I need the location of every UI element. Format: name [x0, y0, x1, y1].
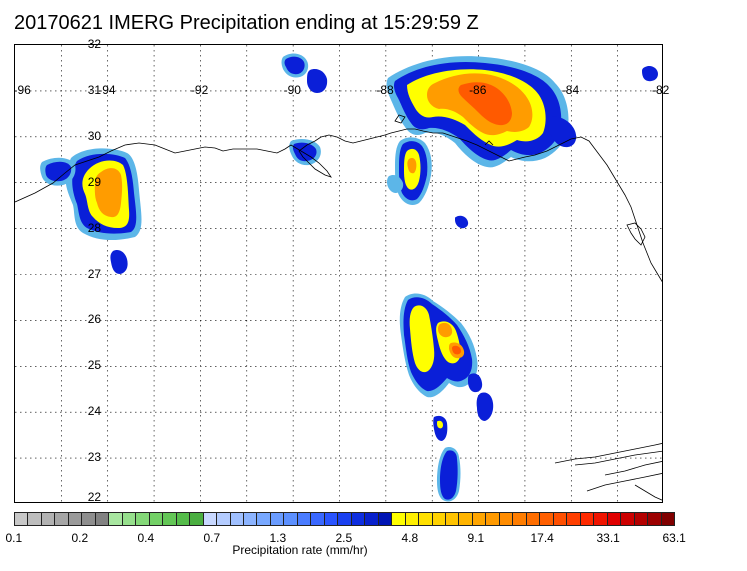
map-panel [14, 44, 663, 503]
latitude-label: 26 [87, 312, 102, 327]
colorbar-cell [135, 512, 150, 526]
colorbar-cell [498, 512, 514, 526]
colorbar-cell [310, 512, 325, 526]
colorbar-cell [216, 512, 231, 526]
colorbar-tick-label: 2.5 [335, 531, 353, 545]
colorbar-cell [323, 512, 339, 526]
colorbar-cell [471, 512, 487, 526]
coastline [15, 114, 662, 501]
colorbar-cell [512, 512, 527, 526]
latitude-label: 32 [87, 37, 102, 51]
colorbar-tick-label: 0.7 [203, 531, 221, 545]
colorbar-cell [391, 512, 406, 526]
colorbar-cell [337, 512, 352, 526]
colorbar-cell [189, 512, 204, 526]
precipitation-map [15, 45, 662, 502]
colorbar-cell [14, 512, 29, 526]
latitude-label: 29 [87, 174, 102, 189]
colorbar-tick-label: 33.1 [596, 531, 620, 545]
colorbar-tick-label: 0.2 [71, 531, 89, 545]
colorbar-tick-label: 9.1 [467, 531, 485, 545]
colorbar-tick-label: 0.1 [5, 531, 23, 545]
colorbar-cell [350, 512, 366, 526]
colorbar-cell [108, 512, 123, 526]
precip-cell-northeast [281, 53, 658, 168]
colorbar-tick-label: 1.3 [269, 531, 287, 545]
colorbar-cell [418, 512, 433, 526]
longitude-label: -84 [561, 82, 580, 97]
colorbar-cell [458, 512, 473, 526]
colorbar-cell [579, 512, 595, 526]
colorbar-cell [606, 512, 622, 526]
colorbar-cell [242, 512, 258, 526]
colorbar-tick-label: 63.1 [662, 531, 686, 545]
colorbar-cell [445, 512, 460, 526]
colorbar-cell [256, 512, 271, 526]
colorbar-cell [81, 512, 96, 526]
colorbar-cell [525, 512, 541, 526]
latitude-label: 27 [87, 266, 102, 281]
colorbar-cell [377, 512, 393, 526]
longitude-label: -94 [98, 82, 116, 97]
colorbar-cell [620, 512, 635, 526]
colorbar-cell [148, 512, 164, 526]
latitude-label: 24 [87, 404, 102, 419]
colorbar-cell [54, 512, 69, 526]
latitude-label: 28 [87, 220, 102, 235]
longitude-label: -92 [190, 82, 209, 97]
longitude-label: -82 [652, 82, 670, 97]
colorbar-tick-label: 17.4 [530, 531, 554, 545]
latitude-label: 31 [87, 82, 102, 97]
colorbar-cell [67, 512, 83, 526]
longitude-label: -86 [469, 82, 487, 97]
longitude-label: -90 [283, 82, 301, 97]
colorbar-cell [27, 512, 42, 526]
colorbar-cell [94, 512, 110, 526]
latitude-label: 23 [87, 450, 102, 465]
colorbar-cell [121, 512, 137, 526]
colorbar-cell [566, 512, 581, 526]
colorbar-cell [539, 512, 554, 526]
colorbar-label: Precipitation rate (mm/hr) [232, 543, 368, 557]
colorbar-cell [660, 512, 675, 526]
latitude-label: 22 [87, 490, 102, 504]
colorbar-cell [269, 512, 285, 526]
colorbar-cell [593, 512, 608, 526]
latitude-label: 25 [87, 358, 102, 373]
colorbar-cell [364, 512, 379, 526]
colorbar-cell [229, 512, 244, 526]
colorbar-cell [485, 512, 500, 526]
colorbar-cell [647, 512, 662, 526]
colorbar-tick-label: 4.8 [401, 531, 419, 545]
colorbar-cell [431, 512, 447, 526]
longitude-label: -96 [13, 82, 31, 97]
colorbar [14, 512, 675, 526]
longitude-label: -88 [376, 82, 394, 97]
colorbar-cell [296, 512, 312, 526]
precip-band-mid [387, 137, 494, 502]
colorbar-cell [162, 512, 177, 526]
latitude-label: 30 [87, 128, 102, 143]
colorbar-cell [175, 512, 191, 526]
colorbar-cell [404, 512, 420, 526]
precip-cell-sw [40, 148, 142, 274]
colorbar-tick-label: 0.4 [137, 531, 155, 545]
map-title: 20170621 IMERG Precipitation ending at 1… [14, 12, 479, 34]
colorbar-cell [552, 512, 568, 526]
colorbar-cell [40, 512, 56, 526]
colorbar-cell [633, 512, 649, 526]
colorbar-cell [202, 512, 218, 526]
colorbar-cell [283, 512, 298, 526]
